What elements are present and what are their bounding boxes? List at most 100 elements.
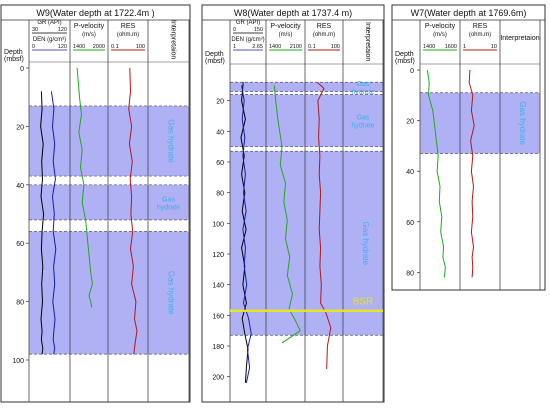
log-panel-1: W8(Water depth at 1737.4 m)GashydrateGas… xyxy=(201,4,385,403)
hydrate-zone xyxy=(420,92,540,154)
column-header-p-velocity: P-velocity xyxy=(425,23,456,30)
column-header-res: RES xyxy=(473,23,488,30)
series-gr xyxy=(40,91,45,355)
hydrate-zone xyxy=(29,105,189,177)
series-res xyxy=(316,81,332,370)
depth-tick-label: 60 xyxy=(216,160,224,167)
depth-tick-label: 80 xyxy=(16,300,24,307)
column-header-p-velocity: P-velocity xyxy=(74,23,105,30)
depth-tick-label: 200 xyxy=(212,375,224,382)
den-scale-max: 120 xyxy=(58,44,67,50)
gr-scale-min: 30 xyxy=(32,27,38,33)
depth-tick-label: 40 xyxy=(16,183,24,190)
log-panel-2: W7(Water depth at 1769.6m) Gas hydrate Dep… xyxy=(391,4,546,291)
depth-tick-label: 60 xyxy=(16,241,24,248)
depth-label: Depth xyxy=(395,51,414,58)
column-unit: (ohm.m) xyxy=(469,32,491,38)
gr-scale-max: 150 xyxy=(254,27,263,33)
depth-tick-label: 60 xyxy=(406,220,414,227)
column-header-interpretation: Interpretaion xyxy=(364,22,371,61)
depth-tick-label: 180 xyxy=(212,344,224,351)
series-res xyxy=(468,69,475,278)
den-scale-min: 1 xyxy=(233,44,236,50)
depth-tick-label: 20 xyxy=(16,124,24,131)
scale-min: 1400 xyxy=(269,44,281,50)
depth-label: Depth xyxy=(4,49,23,56)
scale-max: 10 xyxy=(491,44,497,50)
column-header-gr: GR (API) xyxy=(236,20,260,26)
depth-tick-label: 20 xyxy=(406,119,414,126)
series-p-velocity xyxy=(76,67,93,308)
zone-label: Gas xyxy=(357,115,370,122)
column-header-interpretation: Interpretaion xyxy=(500,35,539,42)
depth-tick-label: 80 xyxy=(216,191,224,198)
depth-label: Depth xyxy=(205,51,224,58)
log-panel-0: W9(Water depth at 1722.4m ) Gas hydrate Ga… xyxy=(0,4,191,403)
column-header-res: RES xyxy=(317,23,332,30)
column-unit: (ohm.m) xyxy=(313,32,335,38)
depth-tick-label: 0 xyxy=(410,68,414,75)
column-header-p-velocity: P-velocity xyxy=(270,23,301,30)
column-header-den: DEN (g/cm³) xyxy=(33,37,66,43)
scale-min: 1 xyxy=(463,44,466,50)
hydrate-zone xyxy=(230,94,383,147)
gr-scale-min: 0 xyxy=(233,27,236,33)
series-den xyxy=(50,91,57,355)
panel-title: W7(Water depth at 1769.6m) xyxy=(411,8,527,18)
depth-tick-label: 40 xyxy=(216,129,224,136)
column-unit: (ohm.m) xyxy=(117,32,139,38)
scale-max: 100 xyxy=(136,44,145,50)
scale-min: 0.1 xyxy=(111,44,119,50)
column-unit: (m/s) xyxy=(82,32,96,38)
depth-unit: (mbsf) xyxy=(205,58,225,65)
series-p-velocity xyxy=(273,85,301,344)
column-header-res: RES xyxy=(121,23,136,30)
scale-max: 1600 xyxy=(445,44,457,50)
scale-max: 100 xyxy=(331,44,340,50)
depth-tick-label: 100 xyxy=(12,358,24,365)
scale-max: 2000 xyxy=(93,44,105,50)
zone-label: Gas hydrate xyxy=(518,101,527,145)
series-res xyxy=(128,67,138,355)
depth-tick-label: 100 xyxy=(212,221,224,228)
depth-tick-label: 40 xyxy=(406,169,414,176)
depth-tick-label: 120 xyxy=(212,252,224,259)
zone-label: hydrate xyxy=(157,204,180,211)
zone-label: Gas xyxy=(357,81,370,88)
column-header-den: DEN (g/cm³) xyxy=(231,37,264,43)
depth-tick-label: 80 xyxy=(406,270,414,277)
zone-label: Gas hydrate xyxy=(361,221,370,265)
series-den xyxy=(241,85,252,383)
depth-unit: (mbsf) xyxy=(395,58,415,65)
hydrate-zone xyxy=(230,151,383,336)
zone-label: Gas xyxy=(162,196,175,203)
zone-label: hydrate xyxy=(351,123,374,130)
column-header-interpretation: Interpretaion xyxy=(170,20,177,59)
depth-unit: (mbsf) xyxy=(4,56,24,63)
hydrate-zone xyxy=(29,231,189,355)
scale-min: 0.1 xyxy=(308,44,316,50)
series-p-velocity xyxy=(426,69,446,278)
column-unit: (m/s) xyxy=(279,32,293,38)
panel-title: W8(Water depth at 1737.4 m) xyxy=(234,8,352,18)
scale-max: 2100 xyxy=(290,44,302,50)
depth-tick-label: 140 xyxy=(212,283,224,290)
den-scale-max: 2.65 xyxy=(252,44,263,50)
scale-min: 1400 xyxy=(423,44,435,50)
den-scale-min: 0 xyxy=(32,44,35,50)
hydrate-zone xyxy=(230,82,383,92)
zone-label: hydrate xyxy=(351,89,374,96)
hydrate-zone xyxy=(29,184,189,220)
column-header-gr: GR (API) xyxy=(37,20,61,26)
depth-tick-label: 20 xyxy=(216,99,224,106)
depth-tick-label: 160 xyxy=(212,313,224,320)
zone-label: Gas hydrate xyxy=(167,119,176,163)
panel-title: W9(Water depth at 1722.4m ) xyxy=(36,8,154,18)
gr-scale-max: 120 xyxy=(58,27,67,33)
column-unit: (m/s) xyxy=(433,32,447,38)
bsr-label: BSR xyxy=(353,297,374,308)
depth-tick-label: 0 xyxy=(20,66,24,73)
scale-min: 1400 xyxy=(73,44,85,50)
